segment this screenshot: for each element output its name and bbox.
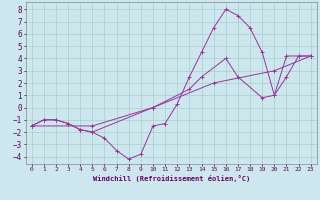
X-axis label: Windchill (Refroidissement éolien,°C): Windchill (Refroidissement éolien,°C) [92,175,250,182]
